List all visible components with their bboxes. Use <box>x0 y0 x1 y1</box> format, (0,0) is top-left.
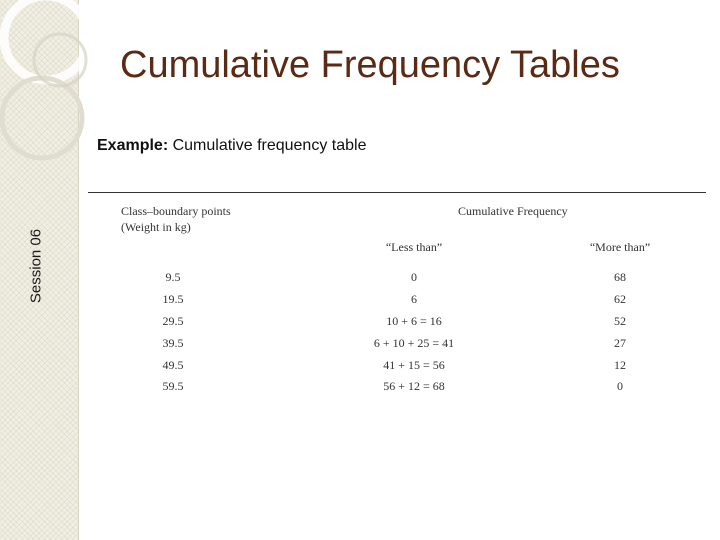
cell-more-than: 0 <box>617 379 623 393</box>
cell-boundary: 59.5 <box>162 379 184 393</box>
cell-less-than: 6 + 10 + 25 = 41 <box>373 336 455 350</box>
header-cumulative-frequency: Cumulative Frequency <box>458 204 568 218</box>
cell-less-than: 56 + 12 = 68 <box>383 379 445 393</box>
header-boundary-line2: (Weight in kg) <box>121 220 191 234</box>
cell-boundary: 19.5 <box>162 292 184 306</box>
cell-less-than: 41 + 15 = 56 <box>383 358 445 372</box>
cell-less-than: 6 <box>411 292 417 306</box>
cell-more-than: 68 <box>614 270 626 284</box>
header-more-than: “More than” <box>589 240 651 254</box>
subtitle-bold: Example: <box>97 137 169 154</box>
cell-more-than: 62 <box>614 292 626 306</box>
cell-more-than: 52 <box>614 314 626 328</box>
cell-boundary: 9.5 <box>165 270 181 284</box>
subtitle-text: Cumulative frequency table <box>168 137 367 154</box>
cell-less-than: 10 + 6 = 16 <box>386 314 442 328</box>
cell-more-than: 27 <box>614 336 626 350</box>
table-top-rule <box>88 192 706 193</box>
cell-boundary: 39.5 <box>162 336 184 350</box>
sidebar-panel: Session 06 <box>0 0 93 540</box>
header-boundary-line1: Class–boundary points <box>121 204 231 218</box>
cell-less-than: 0 <box>411 270 417 284</box>
slide-subtitle: Example: Cumulative frequency table <box>97 137 366 155</box>
cell-more-than: 12 <box>614 358 626 372</box>
decorative-rings <box>0 0 93 161</box>
slide-title: Cumulative Frequency Tables <box>120 44 620 86</box>
header-less-than: “Less than” <box>385 240 443 254</box>
cell-boundary: 49.5 <box>162 358 184 372</box>
cell-boundary: 29.5 <box>162 314 184 328</box>
